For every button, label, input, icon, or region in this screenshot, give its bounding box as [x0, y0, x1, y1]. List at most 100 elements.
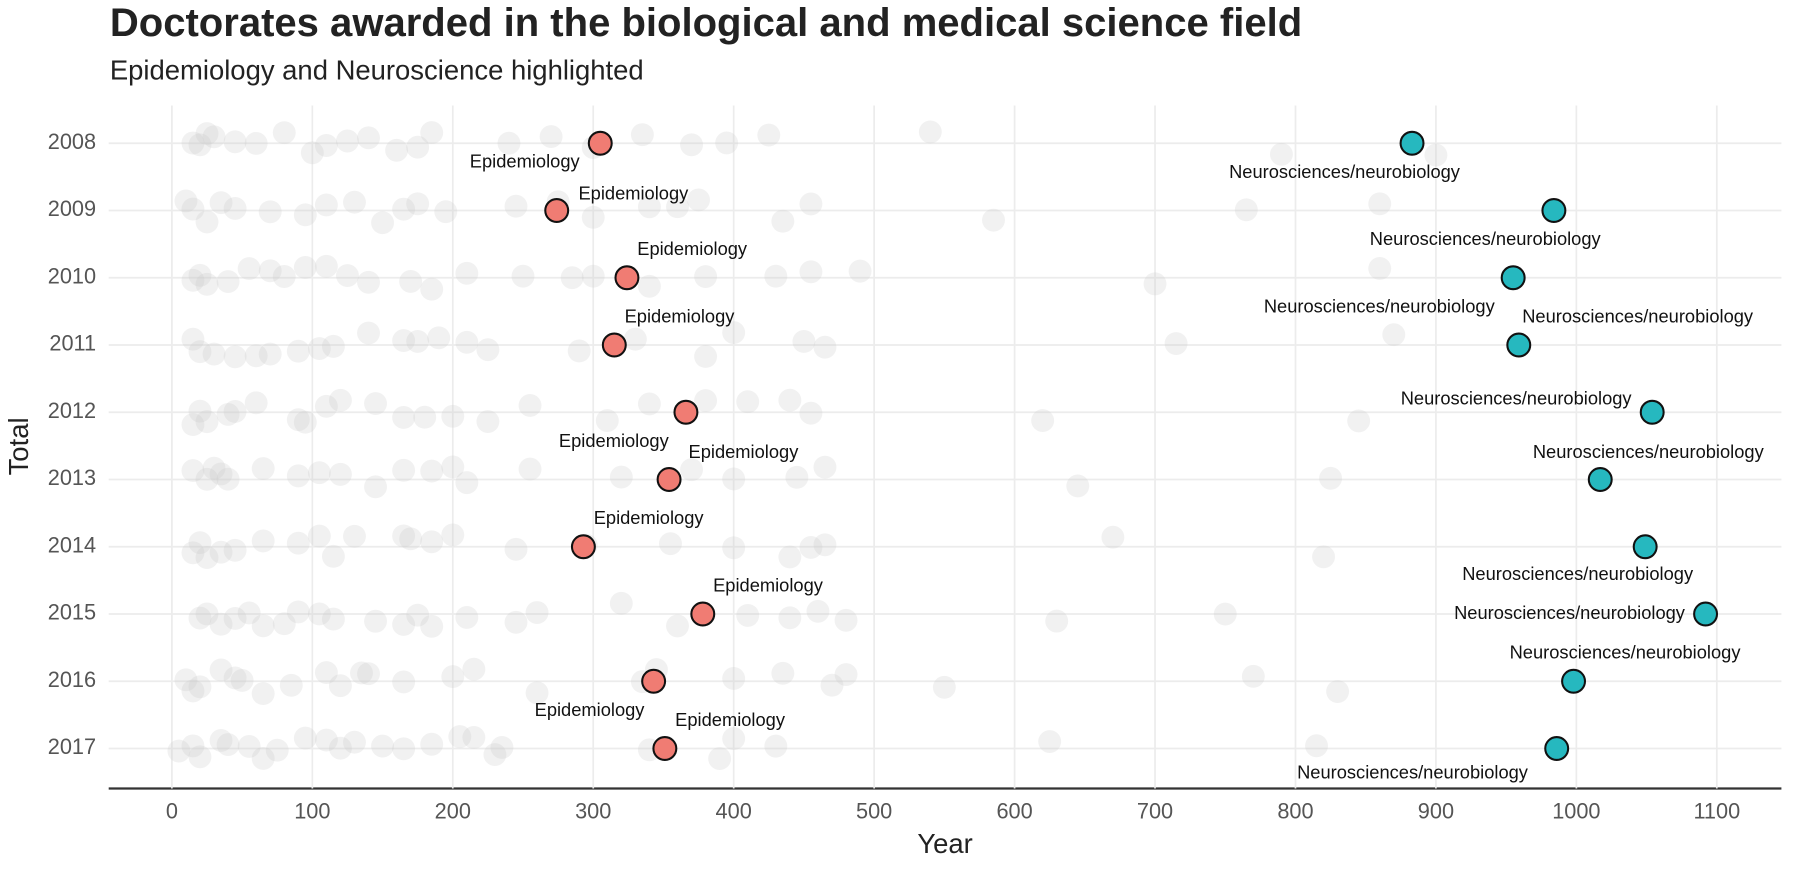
- background-point: [392, 613, 416, 636]
- background-point: [350, 661, 373, 685]
- background-point: [188, 675, 212, 699]
- background-point: [286, 531, 310, 555]
- point-label: Neurosciences/neurobiology: [1522, 305, 1754, 326]
- background-point: [525, 681, 549, 705]
- background-point: [293, 726, 317, 750]
- background-point: [420, 459, 444, 483]
- background-point: [357, 321, 380, 345]
- background-point: [813, 335, 837, 359]
- point-label: Neurosciences/neurobiology: [1462, 563, 1694, 584]
- point: [1399, 130, 1425, 156]
- background-point: [1234, 198, 1258, 222]
- point: [1544, 736, 1570, 761]
- background-point: [722, 467, 746, 491]
- background-point: [181, 679, 205, 703]
- background-point: [357, 270, 380, 294]
- background-point: [188, 133, 212, 157]
- background-point: [314, 394, 338, 418]
- x-tick-label: 300: [575, 798, 611, 823]
- background-point: [251, 529, 275, 553]
- background-point: [181, 327, 205, 351]
- background-point: [223, 607, 247, 630]
- y-tick-label: 2017: [48, 734, 96, 759]
- background-point: [314, 193, 338, 217]
- background-point: [630, 123, 654, 147]
- background-point: [216, 733, 240, 757]
- point: [1506, 332, 1532, 358]
- background-point: [272, 265, 296, 288]
- background-point: [567, 339, 591, 363]
- background-point: [1066, 474, 1090, 498]
- background-point: [223, 666, 247, 690]
- background-point: [722, 321, 746, 345]
- background-point: [420, 530, 444, 554]
- background-point: [441, 404, 465, 428]
- background-point: [209, 612, 233, 636]
- background-point: [188, 606, 212, 630]
- background-point: [413, 405, 437, 429]
- background-point: [813, 533, 837, 557]
- point-label: Neurosciences/neurobiology: [1297, 762, 1529, 783]
- background-point: [399, 270, 423, 293]
- background-point: [764, 264, 788, 288]
- background-point: [336, 264, 359, 287]
- background-point: [314, 661, 338, 684]
- background-point: [1213, 602, 1237, 626]
- background-point: [181, 459, 205, 483]
- background-point: [778, 545, 802, 569]
- background-point: [343, 730, 366, 754]
- background-point: [736, 603, 760, 627]
- background-point: [209, 540, 233, 564]
- grid: [108, 105, 1782, 789]
- x-tick-label: 600: [996, 798, 1032, 823]
- background-point: [1241, 664, 1265, 688]
- background-point: [406, 135, 430, 159]
- point: [614, 265, 640, 291]
- background-point: [188, 745, 212, 769]
- background-point: [188, 399, 212, 423]
- background-point: [392, 197, 416, 221]
- background-point: [771, 209, 795, 233]
- point-label: Epidemiology: [578, 182, 689, 203]
- background-point: [392, 406, 416, 429]
- background-point: [321, 544, 345, 568]
- point: [641, 668, 667, 694]
- background-point: [848, 259, 872, 283]
- background-point: [237, 257, 261, 281]
- background-point: [364, 392, 387, 415]
- point-label: Epidemiology: [637, 238, 748, 259]
- point-label: Neurosciences/neurobiology: [1401, 387, 1633, 408]
- point: [601, 332, 627, 358]
- background-point: [328, 736, 352, 760]
- background-point: [244, 131, 268, 155]
- background-point: [406, 329, 430, 353]
- x-tick-label: 200: [435, 798, 471, 823]
- background-point: [314, 254, 338, 278]
- background-point: [181, 197, 205, 221]
- background-point: [778, 388, 802, 412]
- background-point: [385, 138, 409, 162]
- background-point: [455, 605, 479, 629]
- background-point: [244, 344, 268, 368]
- background-point: [258, 259, 282, 283]
- point-label: Neurosciences/neurobiology: [1454, 602, 1686, 623]
- background-point: [251, 746, 275, 770]
- background-point: [448, 725, 472, 749]
- background-point: [399, 527, 423, 551]
- background-point: [371, 211, 395, 235]
- background-point: [490, 735, 514, 759]
- background-point: [659, 532, 682, 556]
- background-point: [209, 728, 233, 752]
- x-tick-label: 700: [1137, 798, 1173, 823]
- background-point: [223, 538, 247, 562]
- point-label: Epidemiology: [594, 507, 705, 528]
- background-point: [237, 601, 261, 625]
- background-point: [209, 658, 233, 682]
- background-point: [307, 602, 331, 626]
- x-tick-label: 900: [1418, 798, 1454, 823]
- background-point: [932, 675, 956, 699]
- background-point: [392, 737, 416, 761]
- background-point: [637, 274, 661, 298]
- background-point: [209, 191, 233, 215]
